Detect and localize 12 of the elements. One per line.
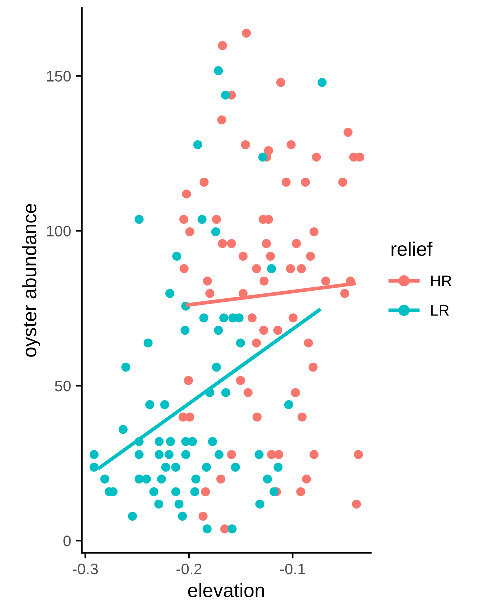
x-tick-label: -0.1 bbox=[280, 564, 306, 575]
x-tick-label: -0.2 bbox=[176, 564, 202, 575]
y-tick-label: 50 bbox=[55, 380, 71, 392]
y-tick-label: 0 bbox=[64, 536, 71, 547]
x-tick-label: -0.3 bbox=[73, 564, 98, 575]
legend-label: LR bbox=[432, 305, 450, 316]
y-tick-label: 150 bbox=[47, 71, 71, 82]
y-axis-title: oyster abundance bbox=[22, 204, 41, 357]
y-tick-label: 100 bbox=[47, 226, 71, 237]
legend-label: HR bbox=[432, 276, 452, 286]
legend-title: relief bbox=[392, 242, 433, 256]
x-axis-title: elevation bbox=[188, 583, 264, 598]
